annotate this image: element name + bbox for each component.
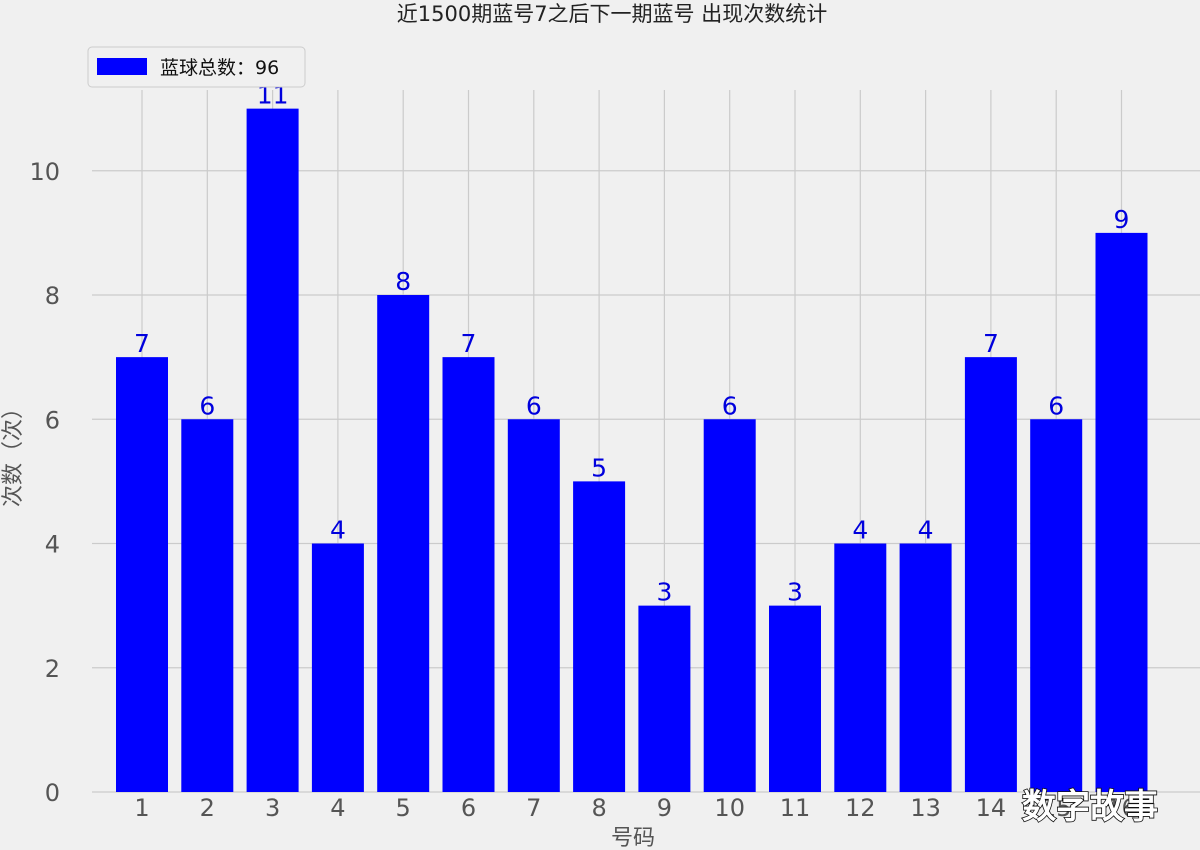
- x-tick-1: 1: [134, 794, 149, 822]
- legend-swatch: [97, 58, 147, 75]
- bar-label-16: 9: [1114, 205, 1130, 234]
- y-tick-0: 0: [45, 779, 60, 807]
- y-tick-4: 4: [45, 531, 60, 559]
- bar-label-6: 7: [461, 329, 477, 358]
- x-axis-label: 号码: [611, 826, 655, 850]
- x-tick-10: 10: [714, 794, 745, 822]
- x-tick-15: 15: [1041, 794, 1072, 822]
- bar-2: [181, 419, 234, 792]
- x-tick-14: 14: [976, 794, 1007, 822]
- legend-label: 蓝球总数：96: [160, 57, 279, 79]
- bars: [116, 108, 1148, 793]
- bar-label-1: 7: [134, 329, 150, 358]
- x-tick-12: 12: [845, 794, 876, 822]
- bar-label-10: 6: [722, 391, 738, 420]
- bar-label-7: 6: [526, 391, 542, 420]
- bar-label-12: 4: [852, 516, 868, 545]
- bar-label-14: 7: [983, 329, 999, 358]
- bar-12: [834, 543, 887, 792]
- bar-11: [769, 605, 821, 792]
- x-tick-7: 7: [526, 794, 541, 822]
- bar-15: [1030, 419, 1083, 792]
- bar-3: [246, 108, 299, 793]
- x-tick-16: 16: [1106, 794, 1137, 822]
- x-tick-8: 8: [591, 794, 606, 822]
- bar-label-2: 6: [199, 391, 215, 420]
- y-tick-labels: 0 2 4 6 8 10: [29, 158, 60, 807]
- bar-label-9: 3: [656, 578, 672, 607]
- chart-title: 近1500期蓝号7之后下一期蓝号 出现次数统计: [397, 2, 827, 26]
- y-tick-10: 10: [29, 158, 60, 186]
- x-tick-11: 11: [780, 794, 811, 822]
- x-tick-13: 13: [910, 794, 941, 822]
- y-tick-6: 6: [45, 406, 60, 434]
- bar-10: [703, 419, 756, 792]
- y-tick-2: 2: [45, 655, 60, 683]
- x-tick-9: 9: [657, 794, 672, 822]
- bar-14: [964, 357, 1017, 792]
- bar-16: [1095, 232, 1148, 792]
- bar-5: [377, 295, 430, 792]
- bar-label-13: 4: [918, 516, 934, 545]
- x-tick-labels: 1 2 3 4 5 6 7 8 9 10 11 12 13 14 15 16: [134, 794, 1136, 822]
- bar-6: [442, 357, 495, 792]
- x-tick-3: 3: [265, 794, 280, 822]
- x-tick-4: 4: [330, 794, 345, 822]
- x-tick-6: 6: [461, 794, 476, 822]
- legend-box: [87, 46, 306, 88]
- legend: 蓝球总数：96: [87, 46, 306, 88]
- bar-label-8: 5: [591, 453, 607, 482]
- bar-8: [573, 481, 626, 792]
- y-axis-label: 次数（次）: [1, 397, 26, 507]
- bar-9: [638, 605, 691, 792]
- bar-label-15: 6: [1048, 391, 1064, 420]
- y-tick-8: 8: [45, 282, 60, 310]
- bar-label-5: 8: [395, 267, 411, 296]
- bar-4: [311, 543, 364, 792]
- x-tick-5: 5: [396, 794, 411, 822]
- bar-1: [116, 357, 168, 792]
- x-tick-2: 2: [200, 794, 215, 822]
- bar-7: [507, 419, 560, 792]
- bar-label-11: 3: [787, 578, 803, 607]
- bar-label-4: 4: [330, 516, 346, 545]
- watermark: 数字故事: [1022, 787, 1158, 827]
- bar-13: [899, 543, 952, 792]
